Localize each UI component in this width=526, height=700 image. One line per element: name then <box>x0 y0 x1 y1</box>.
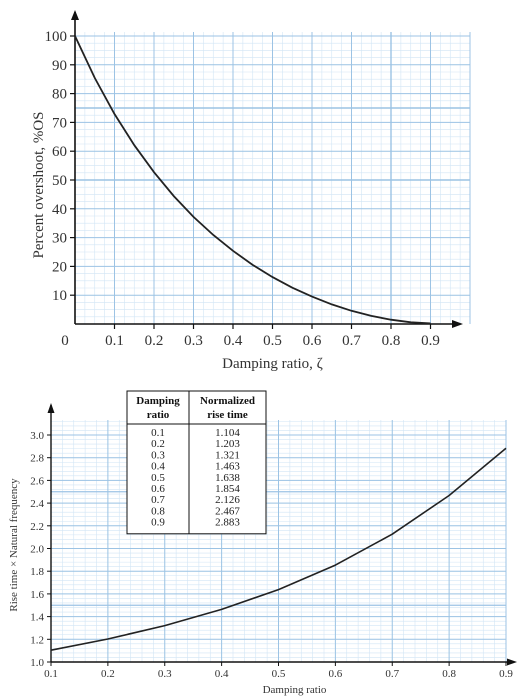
y-tick-label: 2.0 <box>30 544 44 556</box>
overshoot-chart: 10 20 30 40 50 60 70 80 90 100 0 0.1 0.2 0.3 0.4 0.5 0.6… <box>31 10 471 372</box>
table-cell-damping: 0.1 <box>151 427 165 439</box>
x-tick-label: 0.3 <box>184 333 203 349</box>
y-axis-title: Percent overshoot, %OS <box>31 111 47 258</box>
y-tick-label: 2.4 <box>30 498 44 510</box>
y-tick-label: 90 <box>52 58 67 74</box>
y-tick-label: 2.6 <box>30 475 44 487</box>
x-axis-title: Damping ratio, ζ <box>222 356 323 372</box>
x-tick-label: 0.8 <box>382 333 401 349</box>
y-tick-label: 1.6 <box>30 589 44 601</box>
y-tick-label: 1.8 <box>30 566 44 578</box>
y-axis-arrow-icon <box>47 403 55 413</box>
table-cell-damping: 0.5 <box>151 472 165 484</box>
table-frame <box>126 390 267 535</box>
y-tick-label: 70 <box>52 115 67 131</box>
table-cell-damping: 0.8 <box>151 505 165 517</box>
table-cell-damping: 0.9 <box>151 517 165 529</box>
table-cell-damping: 0.4 <box>151 461 165 473</box>
y-tick-label: 100 <box>45 29 68 45</box>
y-tick-label: 2.8 <box>30 453 44 465</box>
y-axis-title: Rise time × Natural frequency <box>8 478 20 612</box>
y-tick-label: 30 <box>52 231 67 247</box>
overshoot-curve <box>74 35 431 325</box>
table-cell-rise-time: 2.883 <box>215 517 240 529</box>
table-header-col1-line1: Damping <box>136 395 180 407</box>
table-cell-damping: 0.2 <box>151 438 165 450</box>
table-cell-damping: 0.7 <box>151 494 165 506</box>
x-tick-label: 0.7 <box>385 668 399 680</box>
x-tick-label: 0.1 <box>105 333 124 349</box>
y-tick-label: 60 <box>52 144 67 160</box>
x-axis-title: Damping ratio <box>263 684 327 696</box>
y-tick-label: 1.0 <box>30 657 44 669</box>
y-tick-label: 10 <box>52 288 67 304</box>
x-tick-label: 0.9 <box>499 668 513 680</box>
y-axis-arrow-icon <box>71 10 79 20</box>
y-tick-label: 20 <box>52 259 67 275</box>
table-cell-rise-time: 1.638 <box>215 472 240 484</box>
x-tick-label: 0.9 <box>421 333 440 349</box>
table-cell-rise-time: 1.104 <box>215 427 240 439</box>
table-cell-damping: 0.3 <box>151 449 165 461</box>
y-tick-label: 50 <box>52 173 67 189</box>
table-cell-rise-time: 2.467 <box>215 505 240 517</box>
x-tick-label: 0.2 <box>101 668 115 680</box>
x-tick-label: 0.7 <box>342 333 361 349</box>
table-cell-rise-time: 1.321 <box>215 449 240 461</box>
y-tick-label: 3.0 <box>30 430 44 442</box>
table-cell-rise-time: 2.126 <box>215 494 240 506</box>
x-tick-label: 0.3 <box>158 668 172 680</box>
rise-time-chart: 1.01.21.41.61.82.02.22.42.62.83.00.1 0.2 0… <box>8 390 517 696</box>
y-tick-label: 2.2 <box>30 521 44 533</box>
table-header-col1-line2: ratio <box>147 409 170 421</box>
x-tick-label: 0.4 <box>224 333 243 349</box>
table-header-col2-line1: Normalized <box>200 395 255 407</box>
x-tick-label: 0.5 <box>272 668 286 680</box>
y-tick-label: 1.2 <box>30 634 44 646</box>
x-tick-label: 0.8 <box>442 668 456 680</box>
y-tick-label: 1.4 <box>30 612 44 624</box>
x-tick-label: 0.6 <box>303 333 322 349</box>
y-tick-label: 80 <box>52 87 67 103</box>
x-tick-label: 0.5 <box>263 333 282 349</box>
table-cell-rise-time: 1.854 <box>215 483 240 495</box>
rise-time-table: Damping ratio Normalized rise time 0.1 1.104 0… <box>126 390 267 535</box>
x-axis-arrow-icon <box>452 320 463 328</box>
x-tick-label: 0.6 <box>329 668 343 680</box>
x-tick-label: 0 <box>61 333 69 349</box>
rise-time-curve <box>50 447 507 651</box>
table-cell-damping: 0.6 <box>151 483 165 495</box>
table-cell-rise-time: 1.463 <box>215 461 240 473</box>
y-tick-label: 40 <box>52 202 67 218</box>
table-cell-rise-time: 1.203 <box>215 438 240 450</box>
x-tick-label: 0.2 <box>145 333 164 349</box>
x-tick-label: 0.4 <box>215 668 229 680</box>
table-header-col2-line2: rise time <box>207 409 248 421</box>
x-axis-arrow-icon <box>507 658 517 666</box>
x-tick-label: 0.1 <box>44 668 58 680</box>
